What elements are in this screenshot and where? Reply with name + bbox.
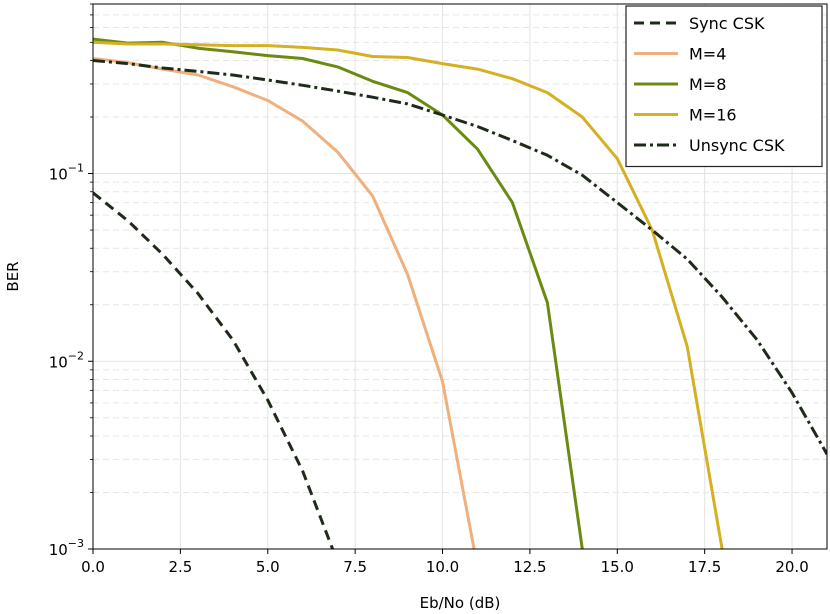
x-tick-label: 17.5 bbox=[688, 558, 721, 576]
x-tick-label: 7.5 bbox=[343, 558, 367, 576]
legend-label: M=4 bbox=[689, 45, 726, 64]
series-group bbox=[93, 37, 827, 549]
legend-label: M=8 bbox=[689, 75, 726, 94]
legend-label: Unsync CSK bbox=[689, 136, 785, 155]
x-tick-label: 10.0 bbox=[426, 558, 459, 576]
x-tick-label: 0.0 bbox=[81, 558, 105, 576]
x-tick-label: 2.5 bbox=[168, 558, 192, 576]
series-line-1 bbox=[93, 191, 335, 549]
legend-label: M=16 bbox=[689, 106, 737, 125]
legend-box bbox=[625, 5, 823, 168]
x-tick-label: 5.0 bbox=[256, 558, 280, 576]
ticks: 0.0 2.5 5.0 7.5 10.0 12.5 15.0 17.5 20.0 10−1 10−2… bbox=[49, 3, 809, 576]
series-line-4 bbox=[93, 40, 724, 549]
x-tick-label: 12.5 bbox=[513, 558, 546, 576]
legend-label: Sync CSK bbox=[689, 14, 765, 33]
y-tick-label: 10−2 bbox=[49, 349, 84, 371]
series-line-5 bbox=[93, 59, 827, 455]
y-tick-label: 10−1 bbox=[49, 162, 84, 184]
legend: Sync CSK M=4 M=8 M=16 Unsync CSK bbox=[625, 5, 823, 168]
x-tick-label: 15.0 bbox=[601, 558, 634, 576]
x-axis-label: Eb/No (dB) bbox=[420, 594, 501, 612]
y-axis-label: BER bbox=[4, 261, 22, 291]
plot-frame bbox=[92, 3, 828, 550]
x-tick-label: 20.0 bbox=[775, 558, 808, 576]
y-tick-label: 10−3 bbox=[49, 537, 84, 559]
